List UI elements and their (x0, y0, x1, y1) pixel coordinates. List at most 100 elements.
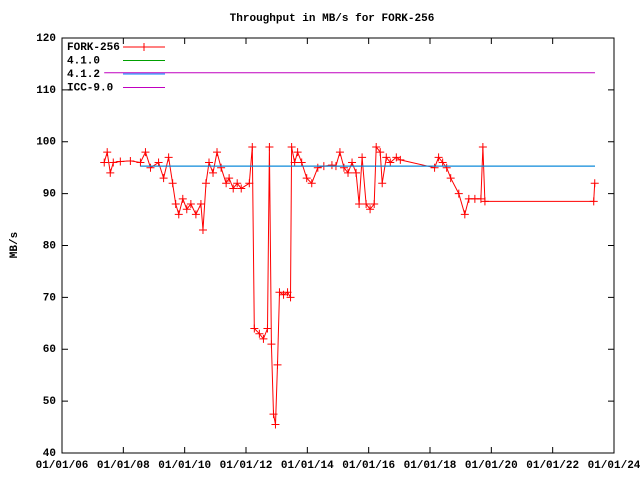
point-marker (339, 163, 348, 172)
y-tick-label: 50 (43, 396, 56, 408)
point-marker (476, 194, 485, 203)
point-marker (196, 200, 205, 208)
point-marker (233, 179, 242, 188)
point-marker (229, 184, 238, 193)
point-marker (146, 163, 155, 172)
point-marker (209, 168, 218, 177)
point-marker (297, 158, 306, 167)
y-tick-label: 90 (43, 189, 56, 201)
point-marker (355, 200, 364, 208)
x-tick-label: 01/01/10 (158, 460, 211, 472)
point-marker (168, 179, 177, 188)
point-marker (198, 225, 207, 234)
point-marker (434, 153, 443, 162)
point-marker (378, 179, 387, 188)
point-marker (237, 184, 246, 193)
point-marker (366, 205, 375, 214)
point-marker (392, 153, 401, 162)
point-marker (372, 142, 381, 151)
point-marker (386, 158, 395, 167)
point-marker (245, 179, 254, 188)
x-tick-label: 01/01/16 (342, 460, 395, 472)
point-marker (358, 153, 367, 162)
point-marker (103, 148, 112, 157)
x-tick-label: 01/01/14 (281, 460, 334, 472)
point-marker (141, 148, 150, 157)
point-marker (217, 163, 226, 172)
point-marker (213, 148, 222, 157)
point-marker (154, 158, 163, 167)
x-tick-label: 01/01/06 (36, 460, 89, 472)
point-marker (327, 161, 336, 170)
point-marker (352, 168, 361, 177)
point-marker (263, 324, 272, 333)
point-marker (376, 148, 385, 157)
point-marker (100, 158, 109, 167)
y-axis-label: MB/s (9, 232, 21, 258)
series-line (103, 145, 596, 425)
point-marker (116, 157, 125, 166)
point-marker (313, 163, 322, 172)
point-marker (290, 158, 299, 167)
point-marker (159, 174, 168, 183)
point-marker (174, 210, 183, 219)
y-tick-label: 120 (36, 33, 56, 45)
point-marker (438, 158, 447, 167)
point-marker (370, 200, 379, 208)
point-marker (186, 200, 195, 208)
point-marker (171, 200, 180, 208)
legend-marker (140, 43, 148, 51)
point-marker (109, 158, 118, 167)
point-marker (430, 163, 439, 172)
point-marker (279, 290, 288, 299)
y-tick-label: 80 (43, 240, 56, 252)
x-tick-label: 01/01/08 (97, 460, 150, 472)
point-marker (478, 142, 487, 151)
point-marker (590, 179, 599, 188)
point-marker (293, 148, 302, 157)
chart-title: Throughput in MB/s for FORK-256 (230, 13, 435, 25)
point-marker (286, 293, 295, 302)
point-marker (302, 174, 311, 183)
point-marker (454, 189, 463, 198)
point-marker (164, 153, 173, 162)
point-marker (259, 334, 268, 343)
y-tick-label: 40 (43, 448, 56, 460)
point-marker (442, 163, 451, 172)
y-tick-label: 110 (36, 85, 56, 97)
point-marker (201, 179, 210, 188)
point-marker (589, 197, 598, 206)
point-marker (344, 168, 353, 177)
point-marker (271, 420, 280, 429)
point-marker (222, 179, 231, 188)
x-tick-label: 01/01/18 (404, 460, 457, 472)
point-marker (396, 155, 405, 164)
x-tick-label: 01/01/22 (526, 460, 579, 472)
legend-label: 4.1.2 (67, 69, 100, 81)
point-marker (250, 324, 259, 333)
x-tick-label: 01/01/12 (220, 460, 273, 472)
plot-frame (61, 37, 615, 454)
point-marker (362, 200, 371, 208)
point-marker (348, 158, 357, 167)
point-marker (182, 205, 191, 214)
point-marker (191, 210, 200, 219)
point-marker (273, 360, 282, 369)
point-marker (269, 410, 278, 419)
y-tick-label: 70 (43, 292, 56, 304)
y-tick-label: 100 (36, 137, 56, 149)
point-marker (460, 210, 469, 219)
legend-label: ICC-9.0 (67, 82, 113, 94)
point-marker (265, 142, 274, 151)
point-marker (106, 168, 115, 177)
point-marker (287, 142, 296, 151)
legend-label: 4.1.0 (67, 55, 100, 67)
point-marker (275, 288, 284, 297)
point-marker (205, 158, 214, 167)
point-marker (225, 174, 234, 183)
point-marker (126, 156, 135, 165)
point-marker (178, 194, 187, 203)
point-marker (136, 158, 145, 167)
